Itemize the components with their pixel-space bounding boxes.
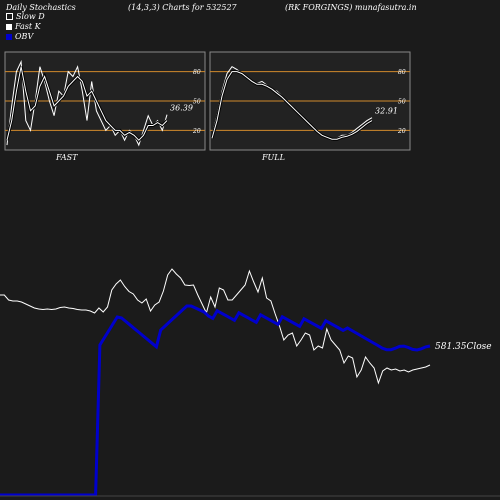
fast-panel-title: FAST (56, 153, 78, 162)
fast-series-slow-d-line (6, 66, 168, 141)
chart-header-right: (RK FORGINGS) munafasutra.in (285, 3, 417, 12)
full-last-value-label: 32.91 (375, 107, 398, 116)
filled-square-icon (6, 23, 12, 30)
price-close-line (0, 268, 431, 385)
fast-tick-label-20: 20 (192, 128, 201, 135)
legend-slow-d-label: Slow D (16, 12, 45, 21)
legend-fast-k-label: Fast K (15, 22, 41, 31)
full-tick-label-50: 50 (398, 99, 406, 106)
full-panel-title: FULL (262, 153, 285, 162)
full-tick-label-20: 20 (397, 128, 406, 135)
legend-fast-k: Fast K (6, 22, 41, 31)
chart-header-params: (14,3,3) Charts for 532527 (128, 3, 237, 12)
full-series-slow-d-line (211, 71, 373, 140)
legend-slow-d: Slow D (6, 12, 45, 21)
legend-obv-label: OBV (15, 32, 34, 41)
fast-tick-label-80: 80 (193, 69, 201, 76)
close-price-label: 581.35Close (435, 342, 492, 352)
fast-last-value-label: 36.39 (170, 104, 193, 113)
full-tick-label-80: 80 (398, 69, 406, 76)
chart-header-left: Daily Stochastics (6, 3, 76, 12)
obv-line (0, 304, 431, 497)
fast-tick-label-50: 50 (193, 99, 201, 106)
outlined-square-icon (6, 13, 13, 20)
legend-obv: OBV (6, 32, 33, 41)
filled-square-icon (6, 33, 12, 40)
